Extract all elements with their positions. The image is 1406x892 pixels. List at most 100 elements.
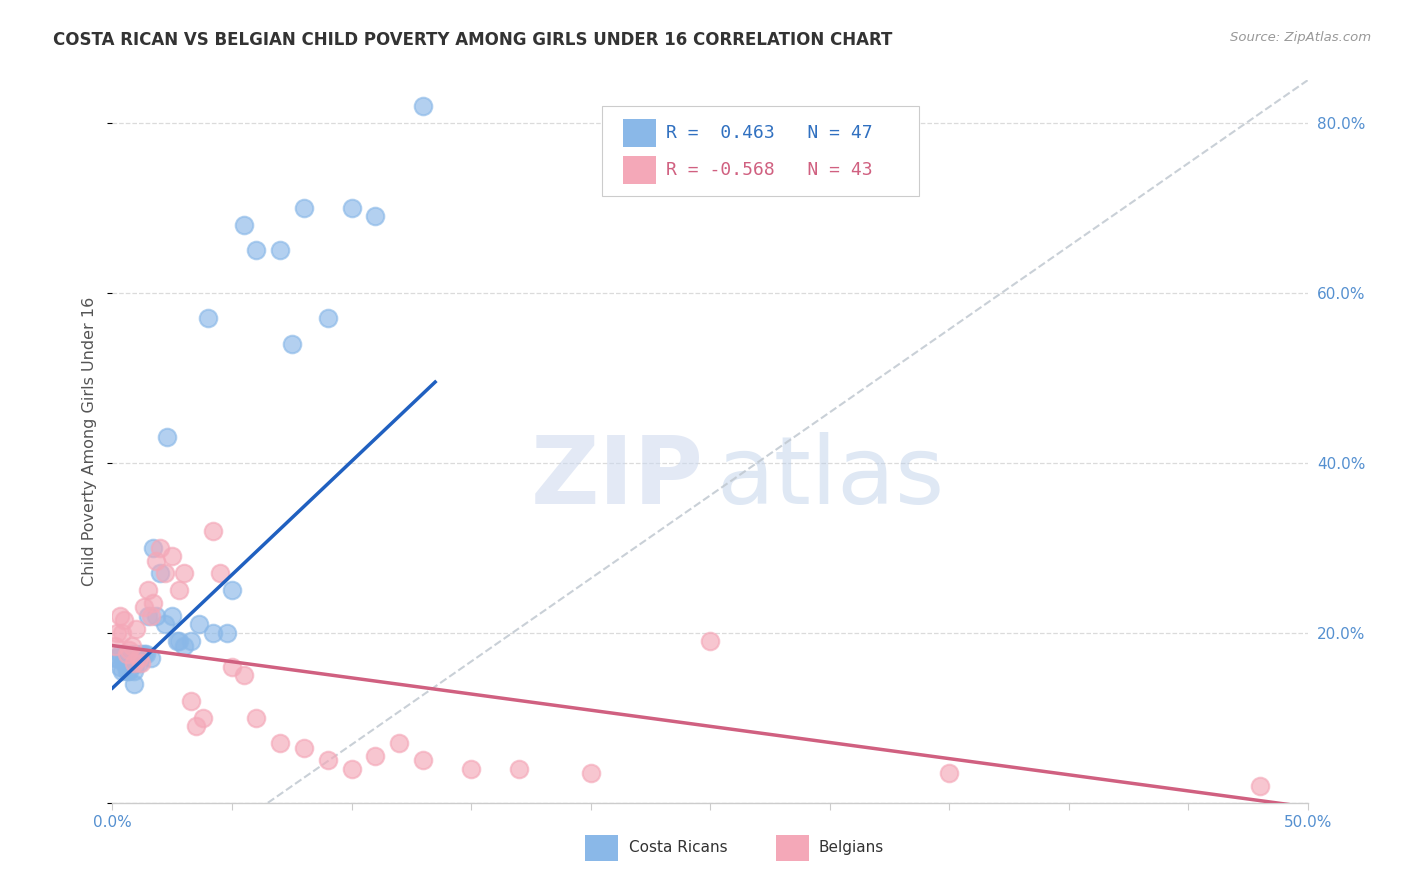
Point: [340, 762, 363, 776]
Bar: [585, 835, 619, 861]
Point: [1249, 779, 1271, 793]
Point: [125, 647, 148, 661]
Point: [118, 642, 141, 657]
Point: [412, 99, 434, 113]
Point: [118, 664, 141, 678]
Point: [139, 651, 162, 665]
Point: [129, 647, 152, 661]
Point: [245, 244, 267, 258]
Point: [364, 749, 387, 764]
Bar: [776, 835, 810, 861]
Point: [138, 583, 160, 598]
Point: [186, 719, 208, 733]
Point: [108, 608, 131, 623]
FancyBboxPatch shape: [603, 105, 920, 196]
Text: ZIP: ZIP: [531, 432, 704, 524]
Point: [460, 762, 482, 776]
Point: [153, 617, 176, 632]
Point: [142, 541, 165, 555]
Point: [201, 625, 224, 640]
Bar: [623, 120, 657, 147]
Text: Costa Ricans: Costa Ricans: [628, 840, 727, 855]
Point: [122, 677, 145, 691]
Point: [129, 656, 152, 670]
Point: [269, 244, 291, 258]
Point: [197, 311, 219, 326]
Point: [156, 430, 179, 444]
Point: [162, 608, 183, 623]
Point: [122, 664, 145, 678]
Point: [132, 600, 155, 615]
Point: [217, 625, 239, 640]
Point: [111, 664, 134, 678]
Point: [233, 218, 256, 232]
Point: [115, 664, 138, 678]
Point: [412, 753, 434, 767]
Point: [108, 660, 131, 674]
Point: [114, 656, 135, 670]
Point: [145, 608, 167, 623]
Point: [125, 622, 148, 636]
Point: [114, 613, 135, 627]
Point: [114, 647, 135, 661]
Text: Source: ZipAtlas.com: Source: ZipAtlas.com: [1230, 31, 1371, 45]
Bar: [623, 156, 657, 184]
Point: [162, 549, 183, 564]
Point: [281, 336, 304, 351]
Point: [173, 566, 195, 581]
Point: [180, 634, 202, 648]
Text: atlas: atlas: [716, 432, 945, 524]
Point: [388, 736, 411, 750]
Point: [128, 651, 150, 665]
Point: [105, 625, 128, 640]
Point: [221, 583, 243, 598]
Point: [149, 566, 172, 581]
Point: [169, 634, 191, 648]
Point: [201, 524, 224, 538]
Point: [269, 736, 291, 750]
Point: [104, 651, 127, 665]
Y-axis label: Child Poverty Among Girls Under 16: Child Poverty Among Girls Under 16: [82, 297, 97, 586]
Text: R = -0.568   N = 43: R = -0.568 N = 43: [666, 161, 873, 179]
Point: [508, 762, 530, 776]
Point: [138, 608, 160, 623]
Point: [173, 639, 195, 653]
Point: [292, 201, 315, 215]
Point: [115, 651, 138, 665]
Point: [187, 617, 209, 632]
Point: [166, 634, 188, 648]
Point: [193, 711, 215, 725]
Text: Belgians: Belgians: [818, 840, 884, 855]
Point: [221, 660, 243, 674]
Point: [245, 711, 267, 725]
Text: COSTA RICAN VS BELGIAN CHILD POVERTY AMONG GIRLS UNDER 16 CORRELATION CHART: COSTA RICAN VS BELGIAN CHILD POVERTY AMO…: [53, 31, 893, 49]
Point: [115, 647, 138, 661]
Point: [579, 766, 602, 780]
Point: [233, 668, 256, 682]
Point: [104, 639, 127, 653]
Point: [292, 740, 315, 755]
Point: [340, 201, 363, 215]
Point: [153, 566, 176, 581]
Point: [139, 608, 162, 623]
Point: [316, 311, 339, 326]
Point: [128, 656, 150, 670]
Point: [118, 651, 141, 665]
Point: [180, 694, 202, 708]
Point: [142, 596, 165, 610]
Point: [135, 647, 157, 661]
Point: [169, 583, 191, 598]
Point: [938, 766, 960, 780]
Point: [364, 209, 387, 223]
Point: [121, 656, 143, 670]
Point: [108, 647, 131, 661]
Point: [122, 656, 145, 670]
Point: [145, 553, 167, 567]
Point: [121, 639, 143, 653]
Point: [149, 541, 172, 555]
Point: [132, 647, 155, 661]
Point: [316, 753, 339, 767]
Point: [125, 656, 148, 670]
Text: R =  0.463   N = 47: R = 0.463 N = 47: [666, 124, 873, 142]
Point: [209, 566, 232, 581]
